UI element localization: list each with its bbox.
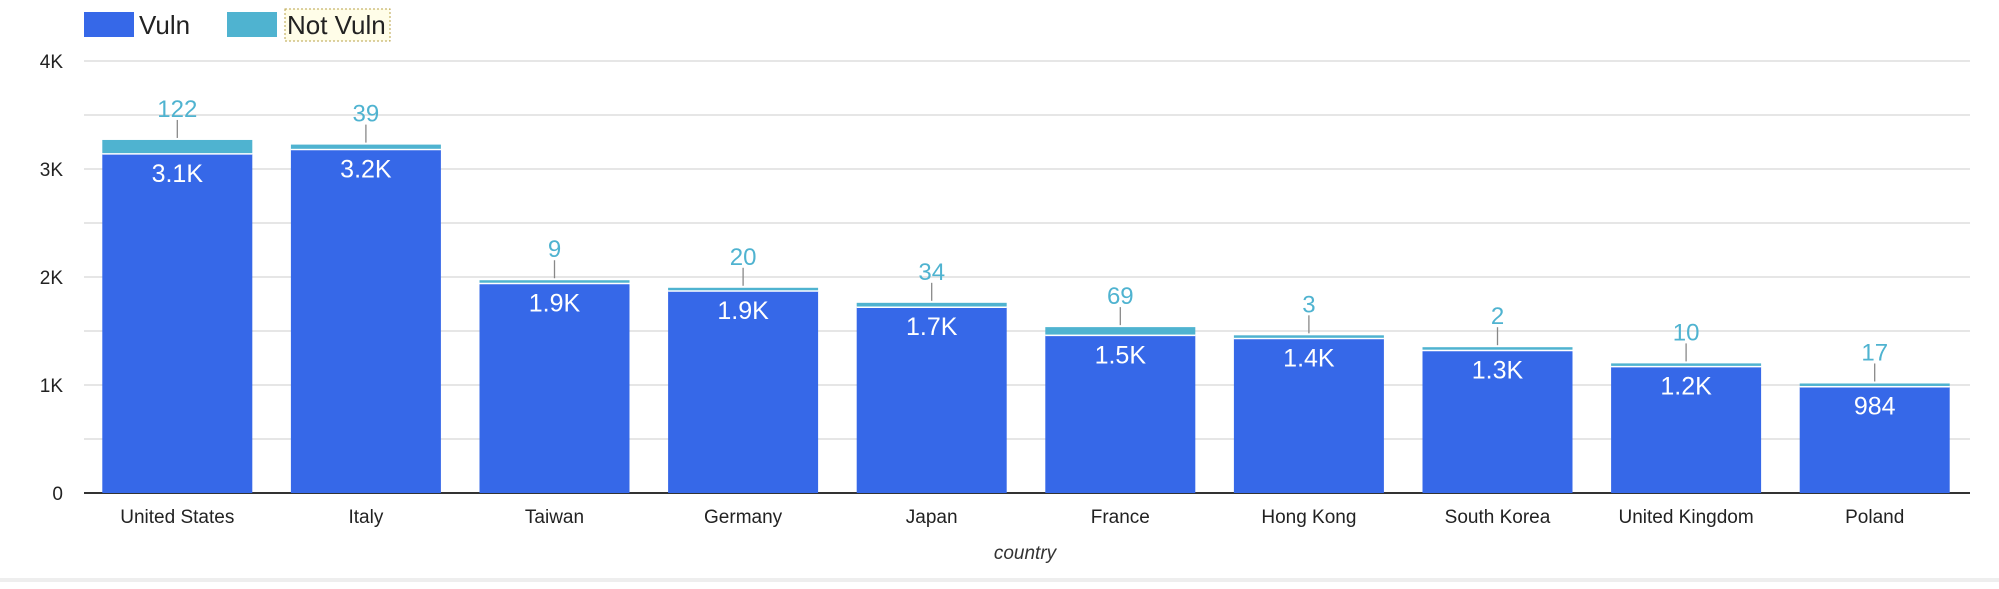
bar-not-vuln[interactable] bbox=[102, 139, 253, 154]
y-tick-label: 2K bbox=[40, 268, 64, 289]
data-label-vuln: 1.4K bbox=[1283, 345, 1335, 373]
y-axis: 0 1K 2K 3K 4K bbox=[40, 52, 64, 505]
legend: Vuln Not Vuln bbox=[84, 8, 391, 42]
x-tick-label: Poland bbox=[1845, 507, 1904, 528]
bar-vuln[interactable] bbox=[1233, 338, 1384, 493]
bar-not-vuln[interactable] bbox=[1045, 327, 1196, 335]
data-label-not-vuln: 3 bbox=[1302, 291, 1315, 318]
data-label-vuln: 1.7K bbox=[906, 313, 958, 341]
data-label-vuln: 1.9K bbox=[529, 289, 581, 317]
x-tick-label: Italy bbox=[348, 507, 383, 528]
bars bbox=[102, 139, 1950, 493]
data-label-not-vuln: 34 bbox=[918, 259, 945, 286]
bar-not-vuln[interactable] bbox=[668, 287, 819, 291]
y-tick-label: 4K bbox=[40, 52, 64, 73]
x-tick-label: France bbox=[1091, 507, 1150, 528]
data-label-vuln: 1.3K bbox=[1472, 356, 1524, 384]
legend-item-not-vuln[interactable]: Not Vuln bbox=[227, 8, 391, 42]
x-tick-label: South Korea bbox=[1445, 507, 1551, 528]
data-label-not-vuln: 20 bbox=[730, 244, 757, 271]
legend-swatch-vuln bbox=[84, 12, 134, 37]
bar-vuln[interactable] bbox=[102, 153, 253, 493]
bar-not-vuln[interactable] bbox=[1422, 347, 1573, 350]
bar-vuln[interactable] bbox=[290, 149, 441, 493]
footer-divider bbox=[0, 578, 1999, 582]
bar-vuln[interactable] bbox=[1045, 335, 1196, 493]
data-label-not-vuln: 10 bbox=[1673, 319, 1700, 346]
data-label-not-vuln: 9 bbox=[548, 236, 561, 263]
bar-not-vuln[interactable] bbox=[1611, 363, 1762, 366]
data-label-not-vuln: 17 bbox=[1861, 339, 1888, 366]
bar-not-vuln[interactable] bbox=[1799, 383, 1950, 386]
x-tick-label: United States bbox=[120, 507, 234, 528]
data-label-not-vuln: 122 bbox=[157, 96, 197, 123]
x-tick-label: United Kingdom bbox=[1618, 507, 1753, 528]
data-label-not-vuln: 39 bbox=[353, 101, 380, 128]
data-label-vuln: 1.5K bbox=[1095, 341, 1147, 369]
data-label-vuln: 3.2K bbox=[340, 156, 392, 184]
x-tick-label: Taiwan bbox=[525, 507, 584, 528]
data-label-vuln: 984 bbox=[1854, 393, 1896, 421]
legend-label-not-vuln: Not Vuln bbox=[287, 10, 386, 40]
data-label-vuln: 1.2K bbox=[1660, 373, 1712, 401]
bar-vuln[interactable] bbox=[1799, 386, 1950, 493]
bar-not-vuln[interactable] bbox=[1233, 335, 1384, 338]
bar-vuln[interactable] bbox=[856, 307, 1007, 493]
legend-focus-outline bbox=[284, 8, 391, 42]
data-label-not-vuln: 69 bbox=[1107, 283, 1134, 310]
legend-swatch-not-vuln bbox=[227, 12, 277, 37]
x-axis: country United States Italy Taiwan Germany J… bbox=[120, 507, 1904, 564]
data-label-vuln: 1.9K bbox=[717, 297, 769, 325]
bar-vuln[interactable] bbox=[668, 291, 819, 493]
bar-vuln[interactable] bbox=[479, 283, 630, 493]
bar-not-vuln[interactable] bbox=[856, 302, 1007, 307]
bar-vuln[interactable] bbox=[1611, 366, 1762, 493]
data-label-vuln: 3.1K bbox=[152, 160, 204, 188]
x-axis-title: country bbox=[994, 543, 1058, 564]
bar-not-vuln[interactable] bbox=[290, 144, 441, 149]
legend-label-vuln: Vuln bbox=[139, 10, 190, 40]
bar-vuln[interactable] bbox=[1422, 350, 1573, 493]
y-tick-label: 3K bbox=[40, 160, 64, 181]
y-tick-label: 1K bbox=[40, 376, 64, 397]
x-tick-label: Hong Kong bbox=[1261, 507, 1356, 528]
x-tick-label: Japan bbox=[906, 507, 958, 528]
data-label-not-vuln: 2 bbox=[1491, 303, 1504, 330]
data-labels: 3.1K 122 3.2K 39 1.9K 9 1.9K 20 1.7K 34 1.5K 69 1.4K… bbox=[152, 96, 1896, 421]
bar-not-vuln[interactable] bbox=[479, 280, 630, 283]
legend-item-vuln[interactable]: Vuln bbox=[84, 10, 190, 40]
y-tick-label: 0 bbox=[52, 484, 63, 505]
x-tick-label: Germany bbox=[704, 507, 783, 528]
